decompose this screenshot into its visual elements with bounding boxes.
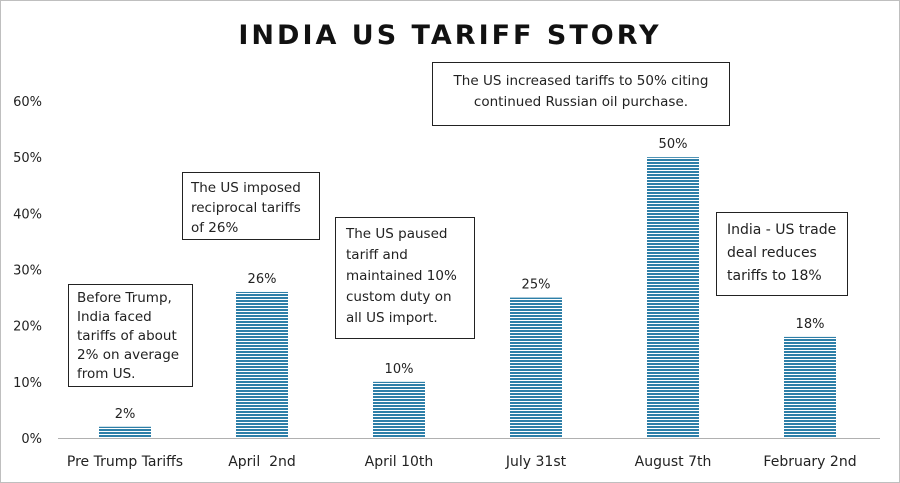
bar xyxy=(510,297,562,438)
y-tick-label: 60% xyxy=(13,95,42,110)
x-category-label: April 10th xyxy=(365,454,434,470)
y-tick-label: 50% xyxy=(13,151,42,166)
annotation-february-2nd: India - US trade deal reduces tariffs to… xyxy=(716,212,848,296)
data-label: 10% xyxy=(385,362,414,377)
annotation-april-2nd: The US imposed reciprocal tariffs of 26% xyxy=(182,172,320,240)
x-category-label: April 2nd xyxy=(228,454,296,470)
x-category-label: August 7th xyxy=(635,454,712,470)
y-tick-label: 10% xyxy=(13,376,42,391)
bar xyxy=(784,336,836,438)
y-tick-label: 0% xyxy=(21,432,42,447)
bar xyxy=(647,157,699,438)
data-label: 18% xyxy=(796,317,825,332)
bar xyxy=(236,291,288,438)
category-labels: Pre Trump Tariffs April 2nd April 10th July… xyxy=(67,454,857,470)
y-axis-ticks: 0% 10% 20% 30% 40% 50% 60% xyxy=(13,95,42,447)
y-tick-label: 40% xyxy=(13,207,42,222)
data-label: 50% xyxy=(659,137,688,152)
y-tick-label: 20% xyxy=(13,320,42,335)
bar xyxy=(373,381,425,438)
chart-title: INDIA US TARIFF STORY xyxy=(238,20,662,51)
y-tick-label: 30% xyxy=(13,264,42,279)
data-label: 25% xyxy=(522,278,551,293)
data-label: 2% xyxy=(115,407,136,422)
bar xyxy=(99,426,151,438)
x-category-label: July 31st xyxy=(505,454,567,470)
data-label: 26% xyxy=(248,272,277,287)
annotation-pre-trump: Before Trump, India faced tariffs of abo… xyxy=(68,284,193,387)
data-labels: 2% 26% 10% 25% 50% 18% xyxy=(115,137,825,422)
x-category-label: February 2nd xyxy=(763,454,856,470)
bars xyxy=(99,157,836,438)
annotation-august-7th-top: The US increased tariffs to 50% citing c… xyxy=(432,62,730,126)
x-category-label: Pre Trump Tariffs xyxy=(67,454,183,470)
annotation-april-10th: The US paused tariff and maintained 10% … xyxy=(335,217,475,339)
